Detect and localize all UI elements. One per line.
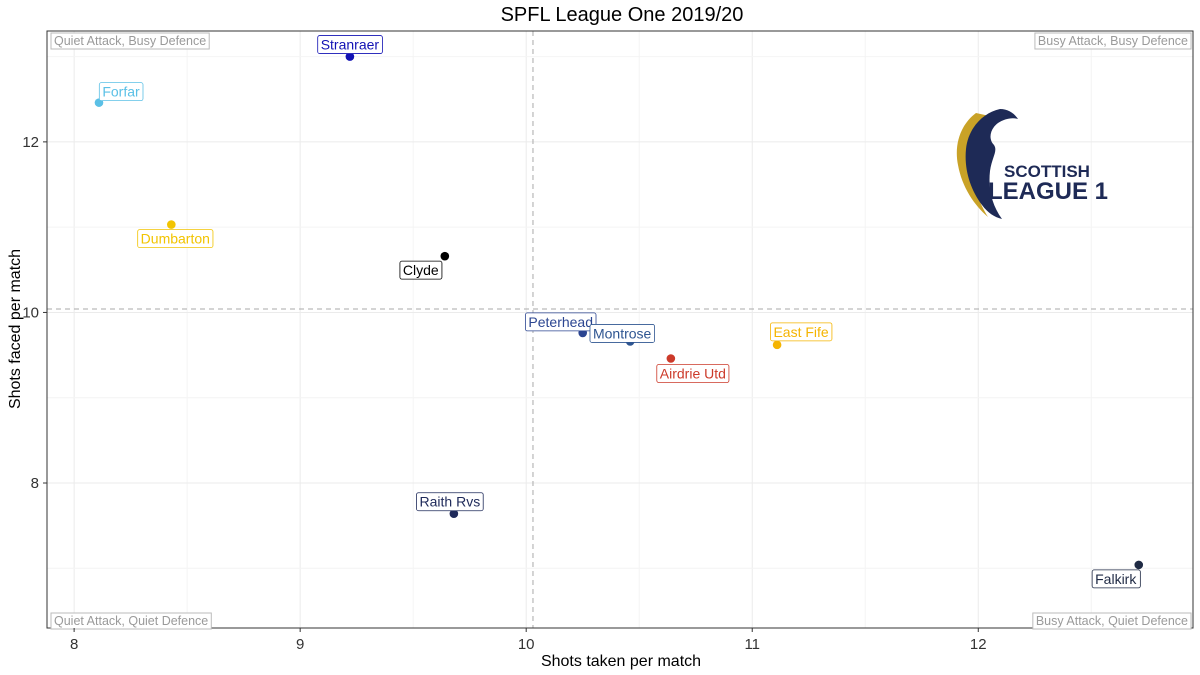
axis-ticks: 8 9 10 11 12 8 10 12: [22, 134, 986, 653]
quadrant-labels: Quiet Attack, Busy Defence Busy Attack, …: [50, 32, 1192, 630]
point-label: Forfar: [98, 82, 144, 102]
point-label: Clyde: [399, 260, 443, 280]
quadrant-label-box: [1034, 32, 1192, 50]
logo-text-line2: LEAGUE 1: [988, 178, 1108, 205]
point-label: Peterhead: [524, 312, 597, 332]
point-label-box: [317, 35, 383, 54]
point-label-box: [399, 260, 443, 280]
point-label-text: Dumbarton: [141, 231, 210, 247]
lion-mane-icon: [956, 113, 994, 217]
quadrant-label-top-right: Busy Attack, Busy Defence: [1038, 34, 1188, 48]
x-tick-label: 12: [970, 636, 987, 653]
lion-head-icon: [965, 109, 1018, 219]
quadrant-label-box: [1032, 612, 1192, 630]
quadrant-label-box: [50, 612, 212, 630]
data-point: [772, 340, 782, 350]
point-label-text: Montrose: [593, 325, 652, 341]
data-point: [167, 220, 176, 229]
quadrant-label-bottom-left: Quiet Attack, Quiet Defence: [54, 614, 208, 628]
point-label: East Fife: [770, 322, 833, 342]
data-point: [1134, 560, 1144, 570]
quadrant-label-bottom-right: Busy Attack, Quiet Defence: [1036, 614, 1188, 628]
data-point: [345, 52, 355, 61]
point-label-text: Peterhead: [528, 314, 593, 330]
point-label-text: Clyde: [403, 262, 439, 278]
x-tick-label: 8: [70, 636, 78, 653]
point-label-text: Falkirk: [1095, 571, 1137, 587]
x-axis-title: Shots taken per match: [541, 653, 701, 670]
point-label-box: [656, 364, 730, 383]
y-tick-label: 8: [31, 475, 39, 492]
point-label: Falkirk: [1091, 569, 1141, 589]
x-tick-label: 10: [518, 636, 535, 653]
point-label-box: [524, 312, 597, 332]
point-label-box: [137, 229, 214, 248]
data-point: [666, 354, 676, 363]
point-label: Airdrie Utd: [656, 364, 730, 383]
quadrant-label-box: [50, 32, 210, 50]
lion-face-icon: [994, 124, 1010, 139]
data-points: Stranraer Forfar Dumbarton Clyde PeterheadMo…: [94, 35, 1144, 589]
point-label: Stranraer: [317, 35, 383, 54]
plot-panel: [46, 30, 1194, 629]
point-label-text: East Fife: [773, 324, 828, 340]
y-axis-title: Shots faced per match: [7, 249, 24, 409]
data-point: [440, 251, 450, 261]
x-tick-label: 11: [744, 636, 760, 653]
quadrant-label-top-left: Quiet Attack, Busy Defence: [54, 34, 206, 48]
point-label-box: [1091, 569, 1141, 589]
point-label-text: Airdrie Utd: [660, 365, 726, 381]
point-label-text: Stranraer: [321, 37, 380, 53]
point-label: Montrose: [589, 324, 655, 343]
point-label-box: [770, 322, 833, 342]
point-label-box: [589, 324, 655, 343]
y-tick-label: 10: [22, 304, 39, 321]
point-label-box: [98, 82, 144, 102]
point-label-box: [416, 492, 484, 512]
data-point: [449, 509, 459, 519]
chart-title: SPFL League One 2019/20: [501, 4, 744, 26]
y-tick-label: 12: [22, 134, 39, 151]
point-label: Raith Rvs: [416, 492, 484, 512]
x-tick-label: 9: [296, 636, 304, 653]
point-label-text: Forfar: [102, 84, 140, 100]
point-label-text: Raith Rvs: [420, 494, 481, 510]
logo-text-line1: SCOTTISH: [1004, 162, 1090, 181]
league-logo: SCOTTISH LEAGUE 1: [956, 109, 1108, 219]
point-label: Dumbarton: [137, 229, 214, 248]
